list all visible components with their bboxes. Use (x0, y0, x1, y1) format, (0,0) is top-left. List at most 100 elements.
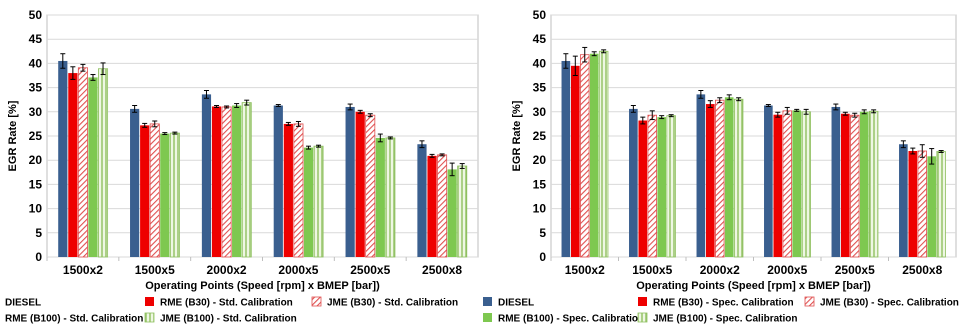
bar-jme_b100_hatch-2000x5 (313, 145, 324, 258)
error-bar (439, 153, 445, 157)
bar-jme_b100_hatch-2000x2 (241, 102, 252, 258)
error-bar (387, 136, 393, 140)
x-tick-label: 2500x8 (902, 263, 942, 277)
x-tick-label: 2000x2 (700, 263, 740, 277)
bar-jme_b100_hatch-1500x5 (666, 115, 676, 258)
error-bar (582, 46, 588, 63)
legend-swatch-diesel (483, 297, 492, 306)
bar-jme_b30_hatch-2500x8 (437, 154, 448, 258)
y-tick-label: 20 (533, 153, 547, 167)
y-tick-label: 5 (35, 226, 42, 240)
x-tick-label: 2000x5 (767, 263, 807, 277)
legend-label: JME (B30) - Spec. Calibration (820, 298, 959, 309)
bar-jme_b30_hatch-1500x5 (149, 123, 160, 258)
bar-rme_b30-1500x5 (638, 120, 648, 258)
legend-label: DIESEL (498, 298, 534, 309)
error-bar (698, 90, 704, 99)
error-bar (152, 120, 158, 128)
error-bar (630, 105, 636, 113)
error-bar (591, 51, 597, 57)
bar-rme_b100-2000x2 (232, 105, 242, 258)
error-bar (60, 53, 66, 69)
error-bar (717, 97, 723, 104)
bar-jme_b100_hatch-2000x2 (733, 98, 744, 258)
error-bar (224, 105, 230, 109)
bar-jme_b100_hatch-2500x8 (936, 151, 946, 258)
error-bar (601, 49, 607, 54)
y-tick-label: 45 (533, 32, 547, 46)
bar-rme_b30-2500x8 (427, 155, 437, 257)
bar-diesel-1500x5 (130, 108, 140, 258)
x-axis-label: Operating Points (Speed [rpm] x BMEP [ba… (636, 280, 871, 292)
error-bar (70, 66, 76, 80)
y-axis-label: EGR Rate [%] (511, 100, 523, 171)
x-tick-label: 1500x5 (632, 263, 672, 277)
error-bar (563, 53, 569, 69)
legend-label: RME (B100) - Std. Calibration (5, 314, 143, 325)
y-tick-label: 0 (35, 250, 42, 264)
bar-jme_b100_hatch-1500x5 (169, 132, 180, 258)
error-bar (649, 110, 655, 121)
bar-rme_b100-1500x2 (88, 77, 98, 257)
error-bar (357, 109, 363, 114)
bar-jme_b30_hatch-1500x2 (580, 54, 590, 258)
error-bar (295, 120, 301, 127)
error-bar (640, 116, 646, 125)
error-bar (305, 145, 311, 150)
bar-jme_b30_hatch-1500x2 (77, 67, 88, 258)
error-bar (794, 108, 800, 112)
bar-jme_b30_hatch-1500x5 (647, 114, 657, 258)
error-bar (100, 62, 106, 76)
bar-diesel-1500x2 (561, 60, 571, 258)
bar-rme_b30-2500x5 (355, 111, 365, 257)
error-bar (234, 103, 240, 108)
y-tick-label: 25 (29, 129, 43, 143)
y-tick-label: 30 (533, 105, 547, 119)
bar-diesel-2000x5 (273, 105, 283, 258)
bar-rme_b30-2500x5 (840, 113, 850, 258)
bar-rme_b100-2000x5 (303, 147, 314, 257)
y-axis-label: EGR Rate [%] (7, 100, 19, 171)
legend-label: JME (B100) - Std. Calibration (160, 314, 297, 325)
bar-diesel-2000x2 (696, 94, 706, 257)
error-bar (707, 100, 713, 108)
error-bar (142, 122, 148, 128)
legend-label: JME (B100) - Spec. Calibration (653, 314, 797, 325)
legend: DIESEL RME (B30) - Std. Calibration JME (B… (5, 296, 458, 325)
error-bar (871, 109, 877, 114)
y-tick-label: 35 (29, 81, 43, 95)
legend-label: RME (B30) - Spec. Calibration (653, 298, 794, 309)
error-bar (659, 115, 665, 120)
bar-rme_b30-1500x2 (570, 65, 580, 257)
error-bar (347, 103, 353, 111)
y-tick-label: 10 (533, 202, 547, 216)
y-tick-label: 40 (533, 56, 547, 70)
error-bar (938, 150, 944, 153)
error-bar (929, 148, 935, 165)
x-tick-label: 1500x2 (565, 263, 605, 277)
legend-swatch-jme_b30_hatch (804, 296, 815, 307)
legend-label: DIESEL (5, 298, 41, 309)
y-tick-label: 15 (533, 177, 547, 191)
error-bar (803, 108, 809, 115)
x-tick-label: 2000x2 (207, 263, 247, 277)
error-bar (459, 163, 465, 169)
bar-rme_b30-2000x5 (283, 123, 293, 258)
error-bar (833, 103, 839, 111)
bar-jme_b100_hatch-2500x5 (385, 137, 396, 258)
x-tick-label: 2500x8 (422, 263, 462, 277)
error-bar (775, 111, 781, 118)
error-bar (852, 112, 858, 118)
bar-rme_b100-2500x5 (375, 137, 385, 257)
bar-jme_b100_hatch-2500x5 (868, 110, 879, 258)
error-bar (316, 144, 322, 148)
legend-swatch-jme_b30_hatch (311, 296, 322, 307)
error-bar (285, 121, 291, 126)
error-bar (900, 140, 906, 149)
error-bar (572, 55, 578, 76)
bar-diesel-1500x5 (629, 108, 638, 258)
error-bar (132, 105, 138, 113)
y-tick-label: 50 (29, 8, 43, 22)
bar-jme_b100_hatch-2000x5 (801, 111, 811, 258)
